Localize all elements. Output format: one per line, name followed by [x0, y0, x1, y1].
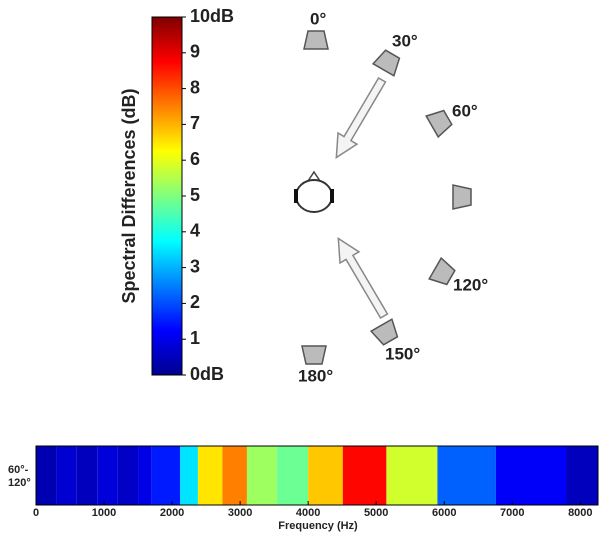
colorbar	[151, 16, 183, 376]
x-axis-label: Frequency (Hz)	[278, 520, 358, 532]
speaker-label: 150°	[385, 344, 420, 363]
heatmap-cell	[97, 446, 118, 505]
colorbar-tick-label: 2	[190, 292, 200, 312]
speaker-label: 180°	[298, 366, 333, 385]
heatmap-cell	[308, 446, 343, 505]
heatmap-cell	[342, 446, 387, 505]
heatmap-cell	[566, 446, 598, 505]
speaker	[369, 318, 399, 346]
arrow	[337, 237, 389, 320]
colorbar-tick-label: 5	[190, 185, 200, 205]
speaker	[452, 184, 472, 210]
heatmap-cell	[151, 446, 181, 505]
speaker	[425, 109, 453, 139]
colorbar-tick-label: 0dB	[190, 364, 224, 384]
heatmap-cell	[117, 446, 139, 505]
colorbar-tick-label: 7	[190, 113, 200, 133]
x-tick-label: 2000	[160, 507, 184, 519]
ear	[294, 189, 298, 203]
heatmap-cell	[495, 446, 567, 505]
row-label: 120°	[8, 477, 31, 489]
speakers	[301, 30, 472, 365]
heatmap-cell	[222, 446, 247, 505]
head	[294, 170, 334, 213]
colorbar-tick-label: 1	[190, 328, 200, 348]
x-tick-label: 0	[33, 507, 39, 519]
x-tick-label: 3000	[228, 507, 252, 519]
colorbar-tick-label: 6	[190, 149, 200, 169]
colorbar-label: Spectral Differences (dB)	[119, 88, 139, 303]
speaker-label: 60°	[452, 101, 478, 120]
arrow	[335, 76, 387, 159]
speaker	[428, 256, 456, 286]
heatmap-cell	[197, 446, 223, 505]
heatmap-cell	[76, 446, 98, 505]
heatmap-cell	[138, 446, 152, 505]
colorbar-tick-label: 3	[190, 256, 200, 276]
colorbar-tick-label: 8	[190, 77, 200, 97]
plot-frame	[35, 445, 599, 506]
heatmap-cell	[437, 446, 496, 505]
speaker-label: 0°	[310, 9, 326, 28]
x-tick-label: 8000	[568, 507, 592, 519]
x-tick-label: 1000	[92, 507, 116, 519]
heatmap-cell	[56, 446, 77, 505]
heatmap-cell	[180, 446, 198, 505]
ear	[330, 189, 334, 203]
head-circle	[295, 179, 333, 213]
heatmap-cell	[276, 446, 309, 505]
colorbar-tick-label: 4	[190, 221, 200, 241]
speaker-label: 120°	[453, 275, 488, 294]
heatmap-cell	[386, 446, 438, 505]
heatmap-cell	[36, 446, 57, 505]
arrows	[335, 76, 389, 320]
x-tick-label: 6000	[432, 507, 456, 519]
speaker	[301, 345, 327, 365]
x-tick-label: 4000	[296, 507, 320, 519]
row-label: 60°-	[8, 464, 29, 476]
speaker	[303, 30, 329, 50]
heatmap-cell	[246, 446, 277, 505]
x-tick-label: 7000	[500, 507, 524, 519]
colorbar-tick-label: 10dB	[190, 6, 234, 26]
colorbar-tick-label: 9	[190, 42, 200, 62]
speaker	[371, 49, 401, 77]
x-tick-label: 5000	[364, 507, 388, 519]
speaker-label: 30°	[392, 31, 418, 50]
